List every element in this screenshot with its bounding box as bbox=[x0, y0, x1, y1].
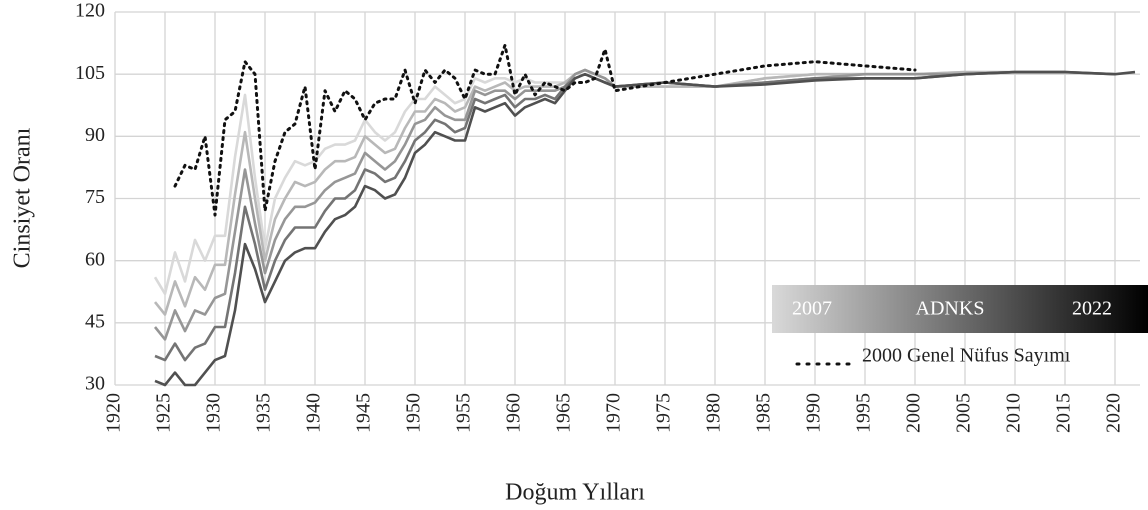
y-tick-label: 30 bbox=[85, 373, 105, 395]
x-tick-label: 1975 bbox=[653, 393, 675, 433]
census-line bbox=[173, 43, 917, 217]
x-tick-label: 1950 bbox=[403, 393, 425, 433]
y-tick-label: 75 bbox=[85, 186, 105, 208]
y-tick-label: 45 bbox=[85, 310, 105, 332]
x-tick-label: 1935 bbox=[253, 393, 275, 433]
legend-to: 2022 bbox=[1072, 298, 1112, 320]
x-tick-label: 1925 bbox=[153, 393, 175, 433]
y-tick-label: 120 bbox=[75, 0, 105, 22]
x-tick-label: 1980 bbox=[703, 393, 725, 433]
x-tick-label: 1960 bbox=[503, 393, 525, 433]
legend: 2007 ADNKS 2022 2000 Genel Nüfus Sayımı bbox=[772, 285, 1148, 367]
legend-gradient bbox=[772, 285, 1148, 333]
x-tick-label: 1965 bbox=[553, 393, 575, 433]
x-tick-label: 1955 bbox=[453, 393, 475, 433]
x-tick-label: 2000 bbox=[903, 393, 925, 433]
x-tick-label: 1945 bbox=[353, 393, 375, 433]
x-tick-label: 1920 bbox=[103, 393, 125, 433]
x-tick-label: 1985 bbox=[753, 393, 775, 433]
x-tick-label: 1940 bbox=[303, 393, 325, 433]
x-tick-label: 1930 bbox=[203, 393, 225, 433]
x-axis-title: Doğum Yılları bbox=[505, 480, 645, 506]
x-tick-label: 1970 bbox=[603, 393, 625, 433]
y-tick-label: 60 bbox=[85, 248, 105, 270]
legend-from: 2007 bbox=[792, 298, 832, 320]
x-tick-label: 2010 bbox=[1003, 393, 1025, 433]
x-tick-label: 2020 bbox=[1103, 393, 1125, 433]
grid: 30 45 60 75 90 105 120 1920 1925 1930 1935 1940 1945… bbox=[75, 0, 1140, 433]
legend-label: 2000 Genel Nüfus Sayımı bbox=[862, 345, 1071, 367]
plot-area bbox=[153, 43, 1136, 387]
y-axis-title: Cinsiyet Oranı bbox=[10, 127, 36, 268]
y-tick-label: 90 bbox=[85, 124, 105, 146]
legend-title: ADNKS bbox=[916, 298, 985, 320]
x-tick-label: 1995 bbox=[853, 393, 875, 433]
x-tick-label: 2015 bbox=[1053, 393, 1075, 433]
x-tick-label: 1990 bbox=[803, 393, 825, 433]
series-line bbox=[154, 70, 1136, 387]
x-tick-label: 2005 bbox=[953, 393, 975, 433]
y-tick-label: 105 bbox=[75, 62, 105, 84]
series-line bbox=[153, 68, 1015, 316]
